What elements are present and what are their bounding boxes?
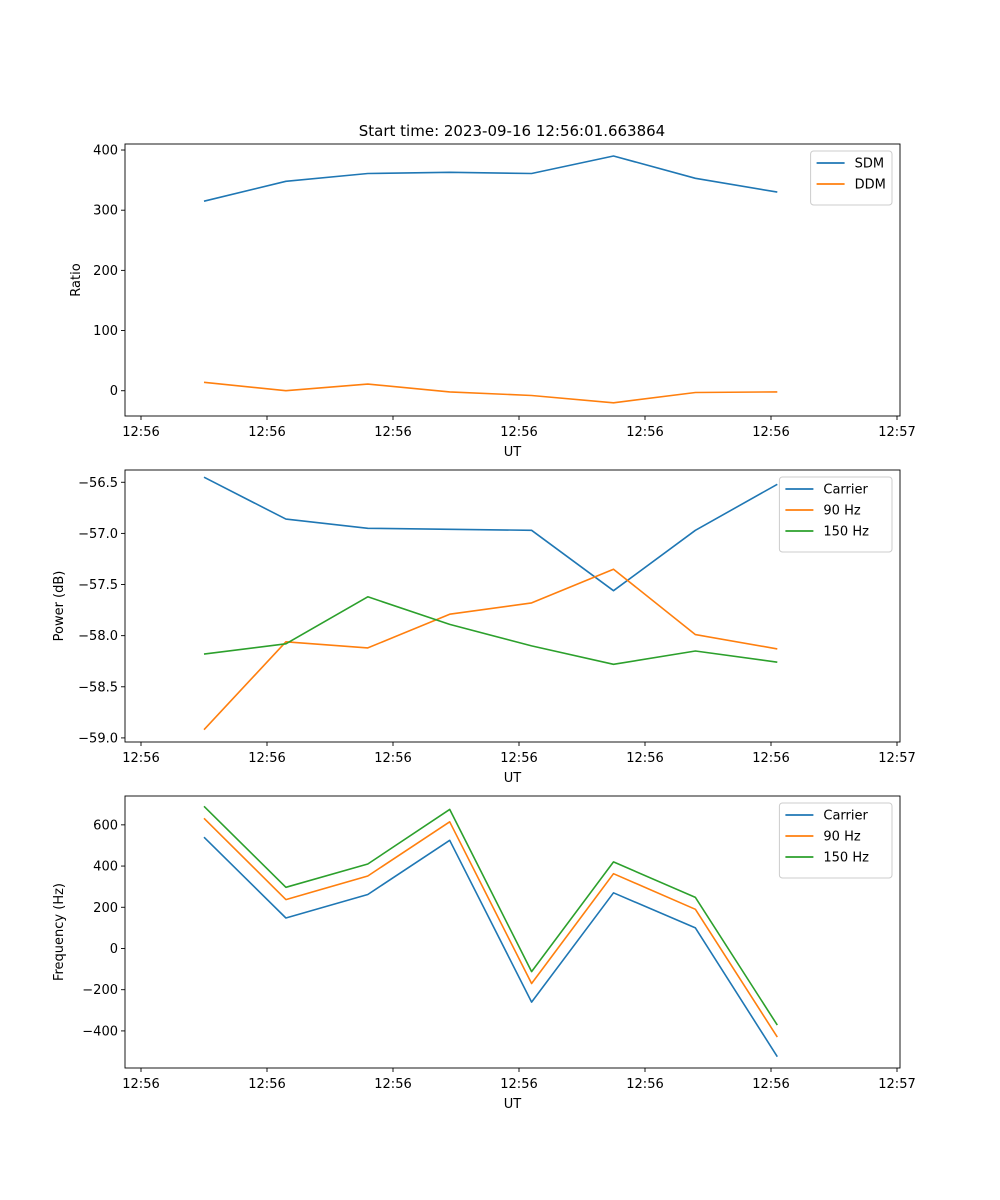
x-tick-label: 12:56	[374, 1077, 411, 1092]
chart-panel-3: 12:56 12:56 12:56 12:56 12:56 12:56 12:57 UT −40…	[52, 795, 916, 1112]
x-tick-label: 12:56	[626, 751, 663, 766]
y-tick-label: −400	[82, 1024, 118, 1039]
x-tick-label: 12:56	[500, 751, 537, 766]
x-tick-label: 12:56	[374, 425, 411, 440]
chart-panel-2: 12:56 12:56 12:56 12:56 12:56 12:56 12:57 UT −59…	[52, 469, 916, 786]
y-tick-label: 400	[93, 860, 118, 875]
y-tick-label: −57.5	[78, 578, 118, 593]
legend: Carrier 90 Hz 150 Hz	[778, 476, 893, 553]
series-line-150-hz	[203, 595, 778, 666]
y-tick-label: 0	[110, 942, 118, 957]
x-tick-label: 12:56	[248, 1077, 285, 1092]
x-tick-label: 12:56	[500, 425, 537, 440]
y-axis-label: Frequency (Hz)	[52, 883, 67, 981]
legend-label: 90 Hz	[823, 504, 860, 519]
y-tick-label: −56.5	[78, 476, 118, 491]
x-tick-label: 12:56	[752, 751, 789, 766]
y-tick-label: 400	[93, 144, 118, 159]
x-tick-label: 12:56	[122, 425, 159, 440]
x-tick-label: 12:57	[878, 751, 915, 766]
x-axis-label: UT	[504, 445, 522, 460]
legend-label: Carrier	[823, 809, 868, 824]
series-line-carrier	[203, 836, 778, 1058]
y-tick-label: −58.5	[78, 680, 118, 695]
legend-label: Carrier	[823, 483, 868, 498]
y-tick-label: −57.0	[78, 527, 118, 542]
legend-box	[778, 476, 893, 553]
legend: SDM DDM	[810, 150, 893, 206]
series-line-sdm	[203, 155, 778, 202]
series-line-90-hz	[203, 817, 778, 1038]
chart-panel-1: 12:56 12:56 12:56 12:56 12:56 12:56 12:57 UT 0 10…	[69, 144, 916, 460]
series-line-90-hz	[203, 568, 778, 731]
legend-label: DDM	[855, 178, 886, 193]
x-tick-label: 12:56	[500, 1077, 537, 1092]
axes-frame	[124, 795, 901, 1069]
x-axis-label: UT	[504, 771, 522, 786]
legend-label: 90 Hz	[823, 830, 860, 845]
x-tick-label: 12:56	[626, 425, 663, 440]
x-tick-label: 12:56	[122, 1077, 159, 1092]
axes-frame	[124, 469, 901, 743]
y-tick-label: −59.0	[78, 731, 118, 746]
y-axis-label: Power (dB)	[52, 571, 67, 642]
series-line-carrier	[203, 476, 778, 592]
legend-label: 150 Hz	[823, 525, 869, 540]
x-tick-label: 12:56	[626, 1077, 663, 1092]
legend-box	[778, 802, 893, 879]
x-tick-label: 12:56	[248, 425, 285, 440]
y-tick-label: 0	[110, 384, 118, 399]
y-tick-label: 100	[93, 324, 118, 339]
series-line-150-hz	[203, 805, 778, 1026]
y-axis-label: Ratio	[69, 263, 84, 296]
x-tick-label: 12:56	[122, 751, 159, 766]
y-tick-label: −200	[82, 983, 118, 998]
x-axis-label: UT	[504, 1097, 522, 1112]
series-line-ddm	[203, 381, 778, 404]
y-tick-label: −58.0	[78, 629, 118, 644]
x-tick-label: 12:57	[878, 1077, 915, 1092]
legend-label: 150 Hz	[823, 851, 869, 866]
legend-box	[810, 150, 893, 206]
y-tick-label: 600	[93, 818, 118, 833]
legend: Carrier 90 Hz 150 Hz	[778, 802, 893, 879]
x-tick-label: 12:56	[374, 751, 411, 766]
y-tick-label: 200	[93, 264, 118, 279]
x-tick-label: 12:56	[752, 425, 789, 440]
x-tick-label: 12:56	[248, 751, 285, 766]
y-tick-label: 300	[93, 204, 118, 219]
chart-title: Start time: 2023-09-16 12:56:01.663864	[359, 122, 665, 140]
legend-label: SDM	[855, 157, 884, 172]
x-tick-label: 12:57	[878, 425, 915, 440]
y-tick-label: 200	[93, 901, 118, 916]
x-tick-label: 12:56	[752, 1077, 789, 1092]
axes-frame	[124, 143, 901, 417]
